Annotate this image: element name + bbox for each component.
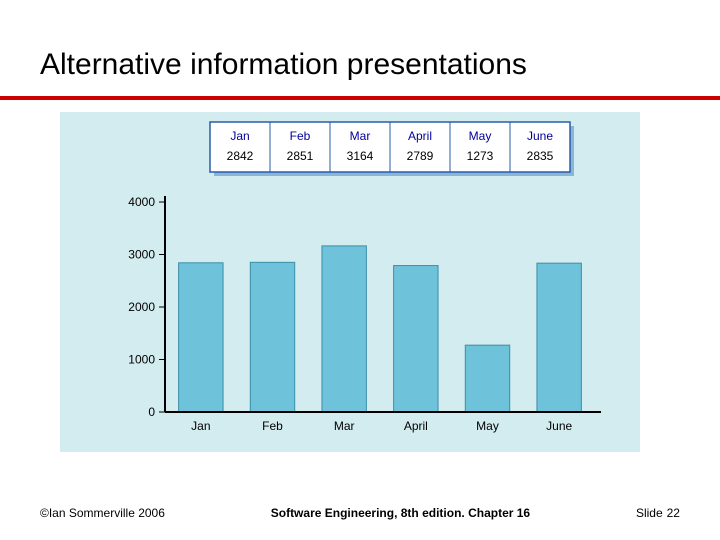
svg-text:1000: 1000 xyxy=(128,353,155,367)
svg-text:May: May xyxy=(469,129,492,143)
svg-text:2842: 2842 xyxy=(227,149,254,163)
chart-figure: 0 1000 2000 3000 4000 Jan Feb Mar April May June Ja… xyxy=(60,112,640,452)
svg-text:1273: 1273 xyxy=(467,149,494,163)
svg-text:Jan: Jan xyxy=(191,419,210,433)
footer-slide-value: 22 xyxy=(667,506,680,520)
svg-text:2000: 2000 xyxy=(128,300,155,314)
svg-text:June: June xyxy=(546,419,572,433)
svg-text:3164: 3164 xyxy=(347,149,374,163)
svg-text:May: May xyxy=(476,419,499,433)
svg-text:2789: 2789 xyxy=(407,149,434,163)
slide: Alternative information presentations 0 1… xyxy=(0,0,720,540)
svg-text:Feb: Feb xyxy=(290,129,311,143)
footer-book-title: Software Engineering, 8th edition. Chapt… xyxy=(271,506,530,520)
svg-text:April: April xyxy=(404,419,428,433)
svg-text:April: April xyxy=(408,129,432,143)
svg-text:June: June xyxy=(527,129,553,143)
svg-text:4000: 4000 xyxy=(128,195,155,209)
footer-slide-label: Slide xyxy=(636,506,663,520)
page-title: Alternative information presentations xyxy=(40,48,680,82)
svg-text:Mar: Mar xyxy=(350,129,371,143)
title-underline xyxy=(0,96,720,100)
slide-footer: ©Ian Sommerville 2006 Software Engineeri… xyxy=(40,506,680,520)
footer-slide-number: Slide 22 xyxy=(636,506,680,520)
bar-chart: 0 1000 2000 3000 4000 Jan Feb Mar April May June Ja… xyxy=(60,112,640,452)
svg-text:Mar: Mar xyxy=(334,419,355,433)
svg-text:2851: 2851 xyxy=(287,149,314,163)
svg-text:Feb: Feb xyxy=(262,419,283,433)
svg-text:0: 0 xyxy=(148,405,155,419)
svg-text:2835: 2835 xyxy=(527,149,554,163)
svg-text:3000: 3000 xyxy=(128,248,155,262)
footer-copyright: ©Ian Sommerville 2006 xyxy=(40,506,165,520)
svg-text:Jan: Jan xyxy=(230,129,249,143)
